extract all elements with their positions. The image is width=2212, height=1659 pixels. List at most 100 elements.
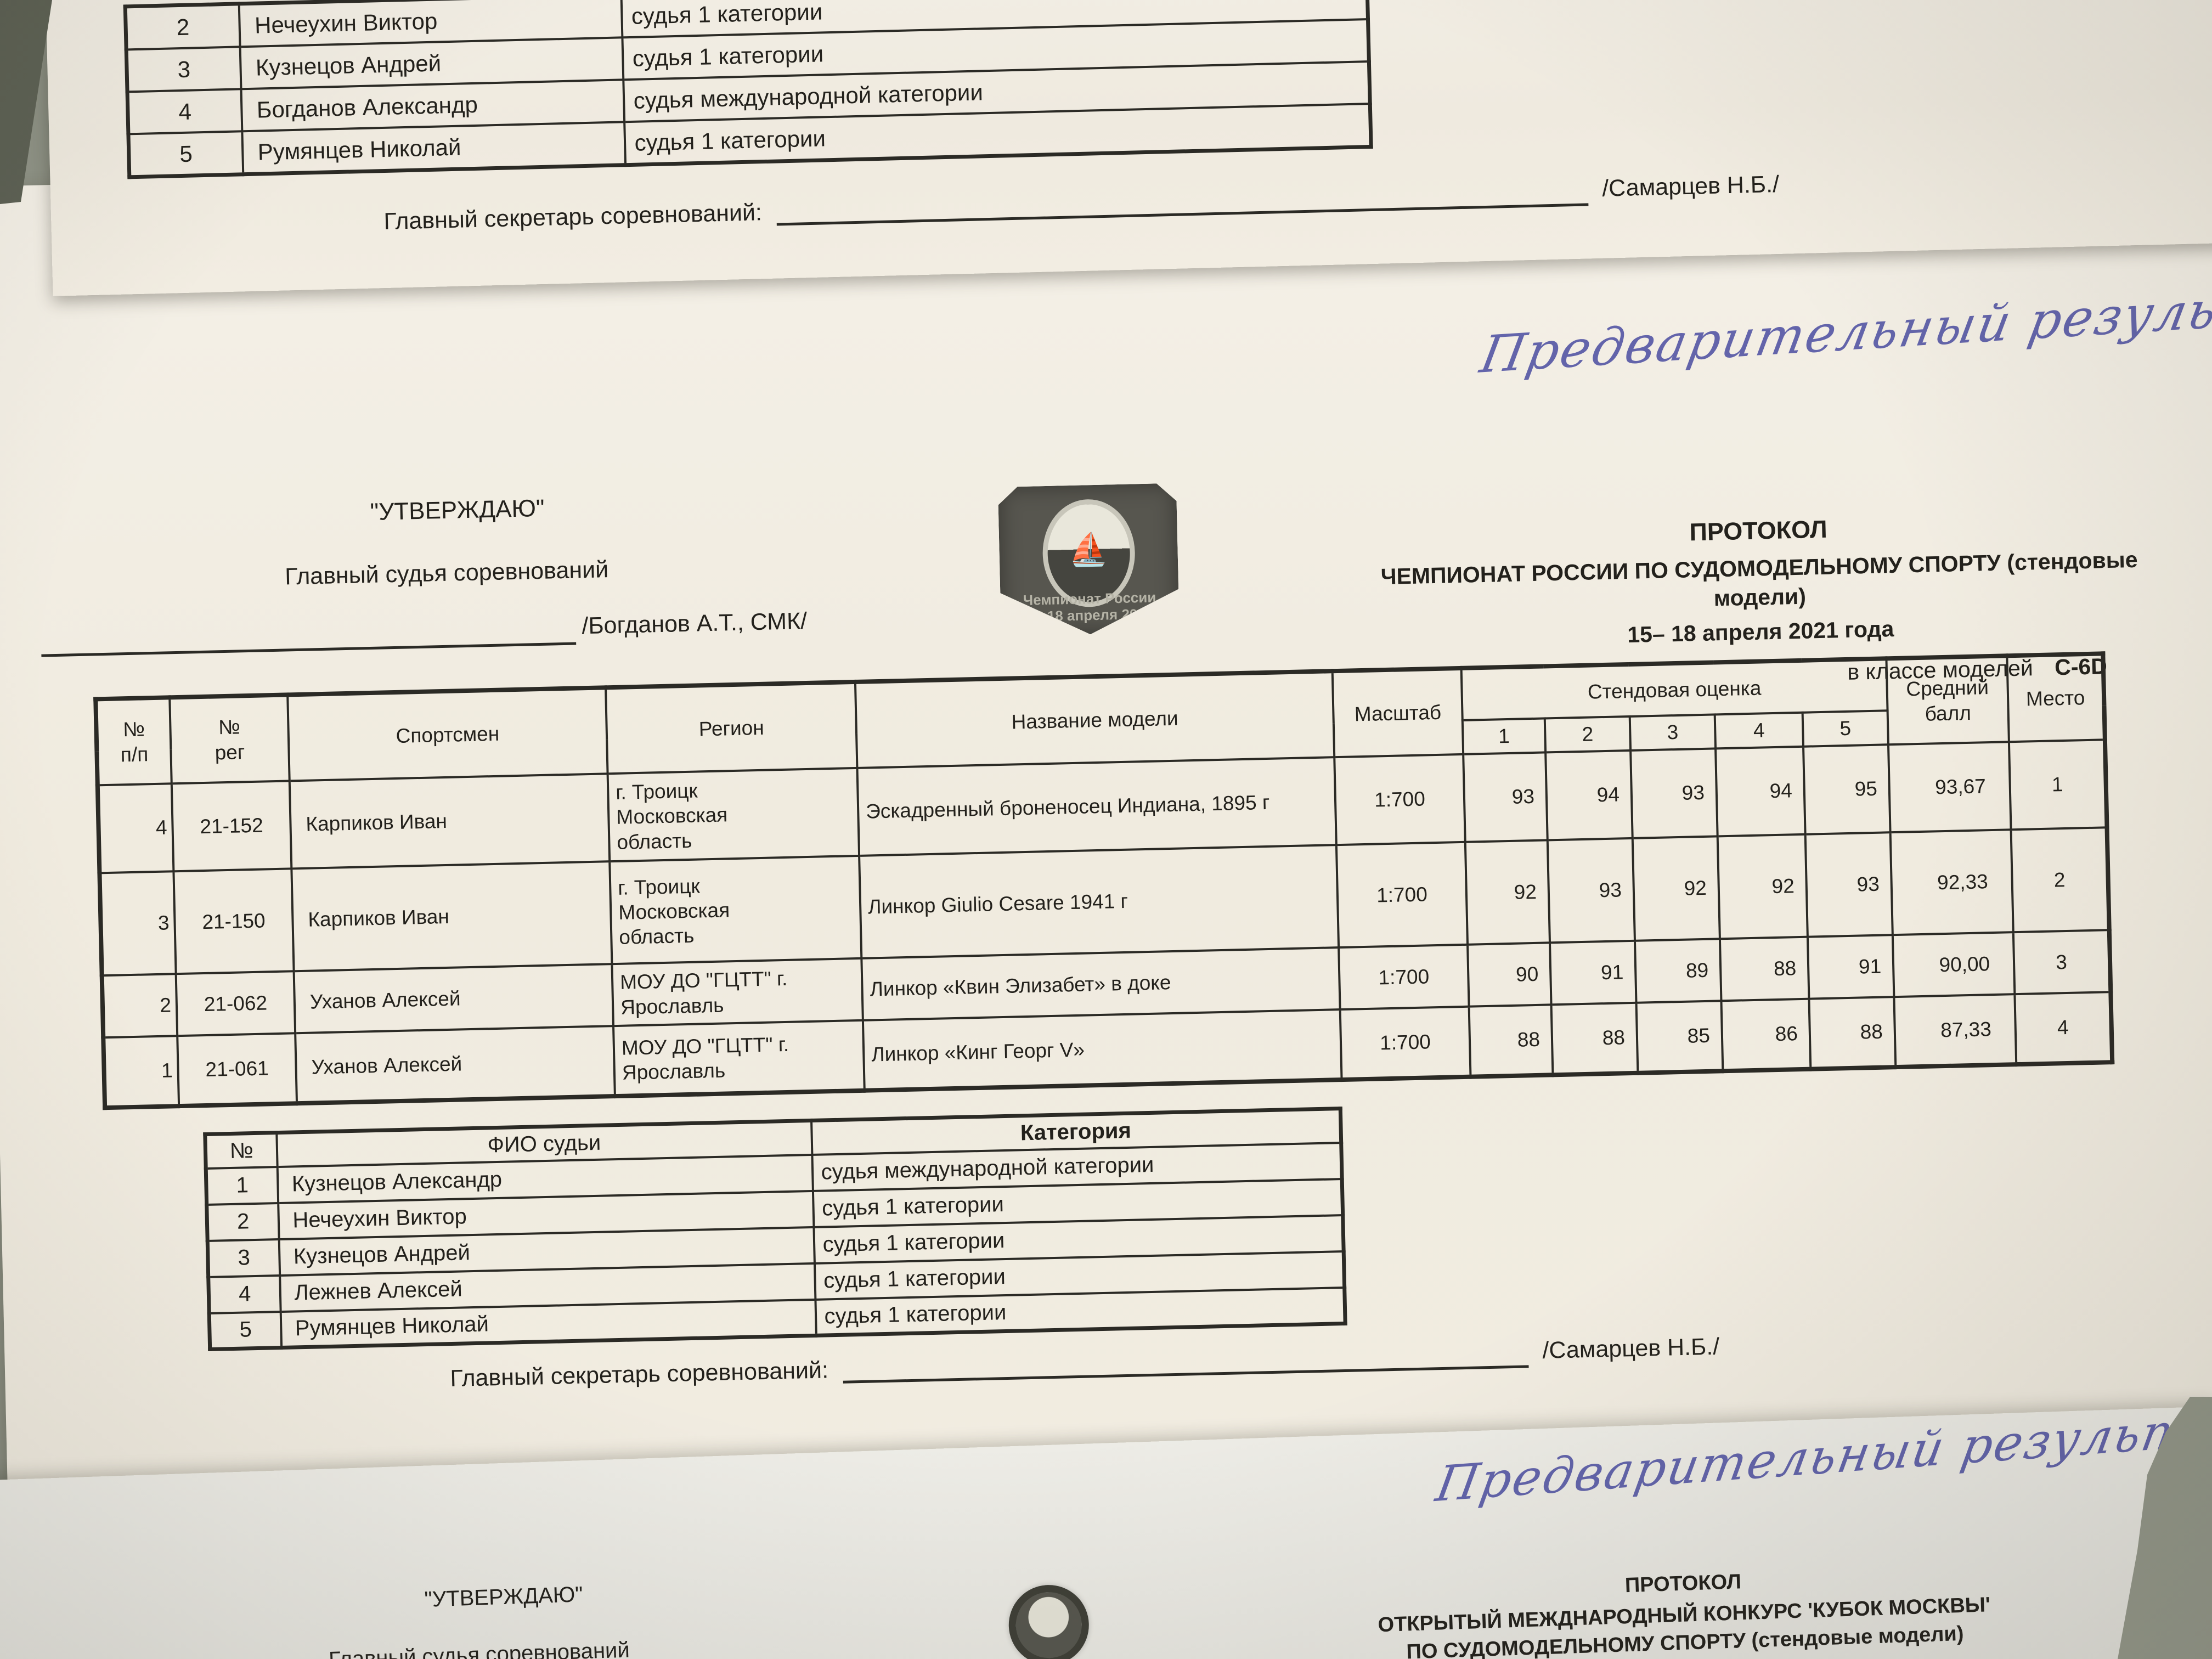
- cell-num: 4: [208, 1275, 281, 1313]
- cell-scale: 1:700: [1339, 944, 1469, 1010]
- cell-score-3: 89: [1634, 939, 1722, 1003]
- cell-reg: 21-150: [173, 868, 294, 974]
- cell-score-5: 93: [1805, 832, 1893, 937]
- cell-npp: 2: [101, 974, 178, 1038]
- protocol-header-block: ПРОТОКОЛ ОТКРЫТЫЙ МЕЖДНАРОДНЫЙ КОНКУРС '…: [1316, 1560, 2054, 1659]
- cell-model: Линкор Giulio Cesare 1941 г: [859, 845, 1339, 958]
- cell-score-2: 94: [1545, 750, 1633, 840]
- signature-line: [41, 609, 577, 657]
- secretary-signature-row: Главный секретарь соревнований: /Самарце…: [383, 170, 1780, 235]
- cell-avg: 92,33: [1890, 830, 2013, 935]
- cell-num: 2: [125, 3, 240, 50]
- col-header-npp: № п/п: [95, 697, 172, 786]
- cell-score-1: 88: [1469, 1005, 1553, 1077]
- col-header-judge-3: 3: [1629, 714, 1716, 751]
- cell-avg: 87,33: [1894, 994, 2017, 1068]
- cell-score-3: 85: [1636, 1001, 1723, 1073]
- cell-num: 2: [206, 1203, 279, 1241]
- col-header-judge-4: 4: [1714, 712, 1804, 749]
- cell-model: Линкор «Квин Элизабет» в доке: [861, 947, 1340, 1020]
- cell-score-2: 91: [1550, 940, 1637, 1005]
- secretary-label: Главный секретарь соревнований:: [449, 1357, 829, 1392]
- event-badge-icon: ⛵ Чемпионат России 15-18 апреля 2021: [998, 483, 1180, 636]
- col-header-stand-score: Стендовая оценка: [1461, 658, 1888, 720]
- cell-athlete: Уханов Алексей: [295, 1026, 615, 1104]
- handwritten-note: Предварительный результат: [1476, 272, 2212, 385]
- cell-score-4: 92: [1717, 834, 1808, 939]
- col-header-judge-2: 2: [1544, 716, 1631, 753]
- cell-athlete: Карпиков Иван: [291, 861, 612, 972]
- col-header-scale: Масштаб: [1332, 668, 1464, 758]
- cell-score-5: 88: [1809, 997, 1896, 1069]
- cell-model: Линкор «Кинг Георг V»: [862, 1009, 1342, 1091]
- results-table: № п/п № рег Спортсмен Регион Название мо…: [93, 651, 2115, 1110]
- cell-place: 4: [2015, 992, 2113, 1065]
- cell-place: 3: [2013, 930, 2111, 995]
- cell-score-3: 92: [1632, 836, 1720, 941]
- cell-score-1: 90: [1468, 943, 1551, 1007]
- cell-score-4: 94: [1716, 746, 1805, 837]
- approve-label: "УТВЕРЖДАЮ": [424, 1582, 584, 1612]
- cell-score-4: 86: [1721, 998, 1811, 1071]
- col-header-reg: № рег: [170, 695, 290, 784]
- cell-score-1: 93: [1463, 752, 1548, 842]
- cell-reg: 21-152: [171, 781, 292, 872]
- cell-score-4: 88: [1719, 936, 1809, 1001]
- cell-num: 4: [127, 89, 242, 134]
- cell-place: 1: [2008, 740, 2107, 830]
- cell-model: Эскадренный броненосец Индиана, 1895 г: [857, 757, 1336, 856]
- col-header-region: Регион: [606, 681, 857, 774]
- cell-region: г. Троицк Московская область: [610, 855, 862, 964]
- cell-reg: 21-061: [177, 1033, 297, 1107]
- round-seal-icon: [1007, 1583, 1091, 1659]
- cell-avg: 90,00: [1892, 932, 2015, 997]
- col-header-num: №: [205, 1132, 278, 1169]
- cell-avg: 93,67: [1888, 742, 2011, 833]
- badge-text-line2: 15-18 апреля 2021: [1026, 605, 1154, 625]
- cell-score-1: 92: [1465, 840, 1550, 945]
- cell-num: 5: [209, 1311, 281, 1350]
- cell-judge-name: Румянцев Николай: [241, 122, 625, 174]
- cell-num: 5: [128, 131, 243, 177]
- col-header-model: Название модели: [855, 671, 1335, 768]
- cell-score-2: 88: [1551, 1002, 1638, 1075]
- cell-npp: 3: [99, 871, 176, 976]
- cell-num: 1: [206, 1166, 278, 1205]
- ship-icon: ⛵: [1068, 531, 1109, 568]
- col-header-athlete: Спортсмен: [287, 687, 608, 781]
- secretary-label: Главный секретарь соревнований:: [383, 199, 763, 235]
- cell-place: 2: [2011, 827, 2109, 933]
- secretary-name: /Самарцев Н.Б./: [1601, 171, 1780, 202]
- cell-npp: 4: [97, 783, 174, 873]
- col-header-avg: Средний балл: [1886, 656, 2009, 745]
- cell-npp: 1: [103, 1036, 179, 1108]
- cell-scale: 1:700: [1334, 754, 1465, 845]
- cell-region: МОУ ДО "ГЦТТ" г. Ярославль: [612, 958, 863, 1026]
- cell-num: 3: [207, 1239, 280, 1277]
- cell-score-5: 91: [1807, 935, 1894, 999]
- cell-num: 3: [126, 47, 241, 92]
- col-header-place: Место: [2007, 653, 2105, 742]
- cell-scale: 1:700: [1340, 1006, 1471, 1080]
- signature-line: [776, 174, 1589, 226]
- judges-table: № ФИО судьи Категория 1 Кузнецов Алексан…: [203, 1107, 1347, 1352]
- cell-athlete: Карпиков Иван: [289, 774, 610, 869]
- cell-region: МОУ ДО "ГЦТТ" г. Ярославль: [613, 1020, 865, 1097]
- cell-reg: 21-062: [176, 971, 296, 1036]
- cell-score-2: 93: [1547, 838, 1635, 943]
- cell-score-5: 95: [1803, 744, 1891, 834]
- judges-table-partial: 2 Нечеухин Виктор судья 1 категории 3 Ку…: [123, 0, 1373, 179]
- sheet-main: Предварительный результат "УТВЕРЖДАЮ" Гл…: [0, 133, 2212, 1624]
- signature-line: [842, 1336, 1529, 1384]
- cell-score-3: 93: [1630, 748, 1718, 838]
- approve-label: "УТВЕРЖДАЮ": [370, 494, 545, 526]
- cell-athlete: Уханов Алексей: [294, 964, 614, 1034]
- col-header-judge-1: 1: [1462, 718, 1546, 754]
- chief-judge-label: Главный судья соревнований: [284, 556, 609, 590]
- col-header-judge-5: 5: [1802, 710, 1888, 747]
- secretary-name: /Самарцев Н.Б./: [1542, 1333, 1720, 1364]
- chief-judge-label: Главный судья соревнований: [328, 1638, 630, 1659]
- cell-region: г. Троицк Московская область: [607, 768, 860, 862]
- chief-judge-sign: /Богданов А.Т., СМК/: [581, 607, 808, 640]
